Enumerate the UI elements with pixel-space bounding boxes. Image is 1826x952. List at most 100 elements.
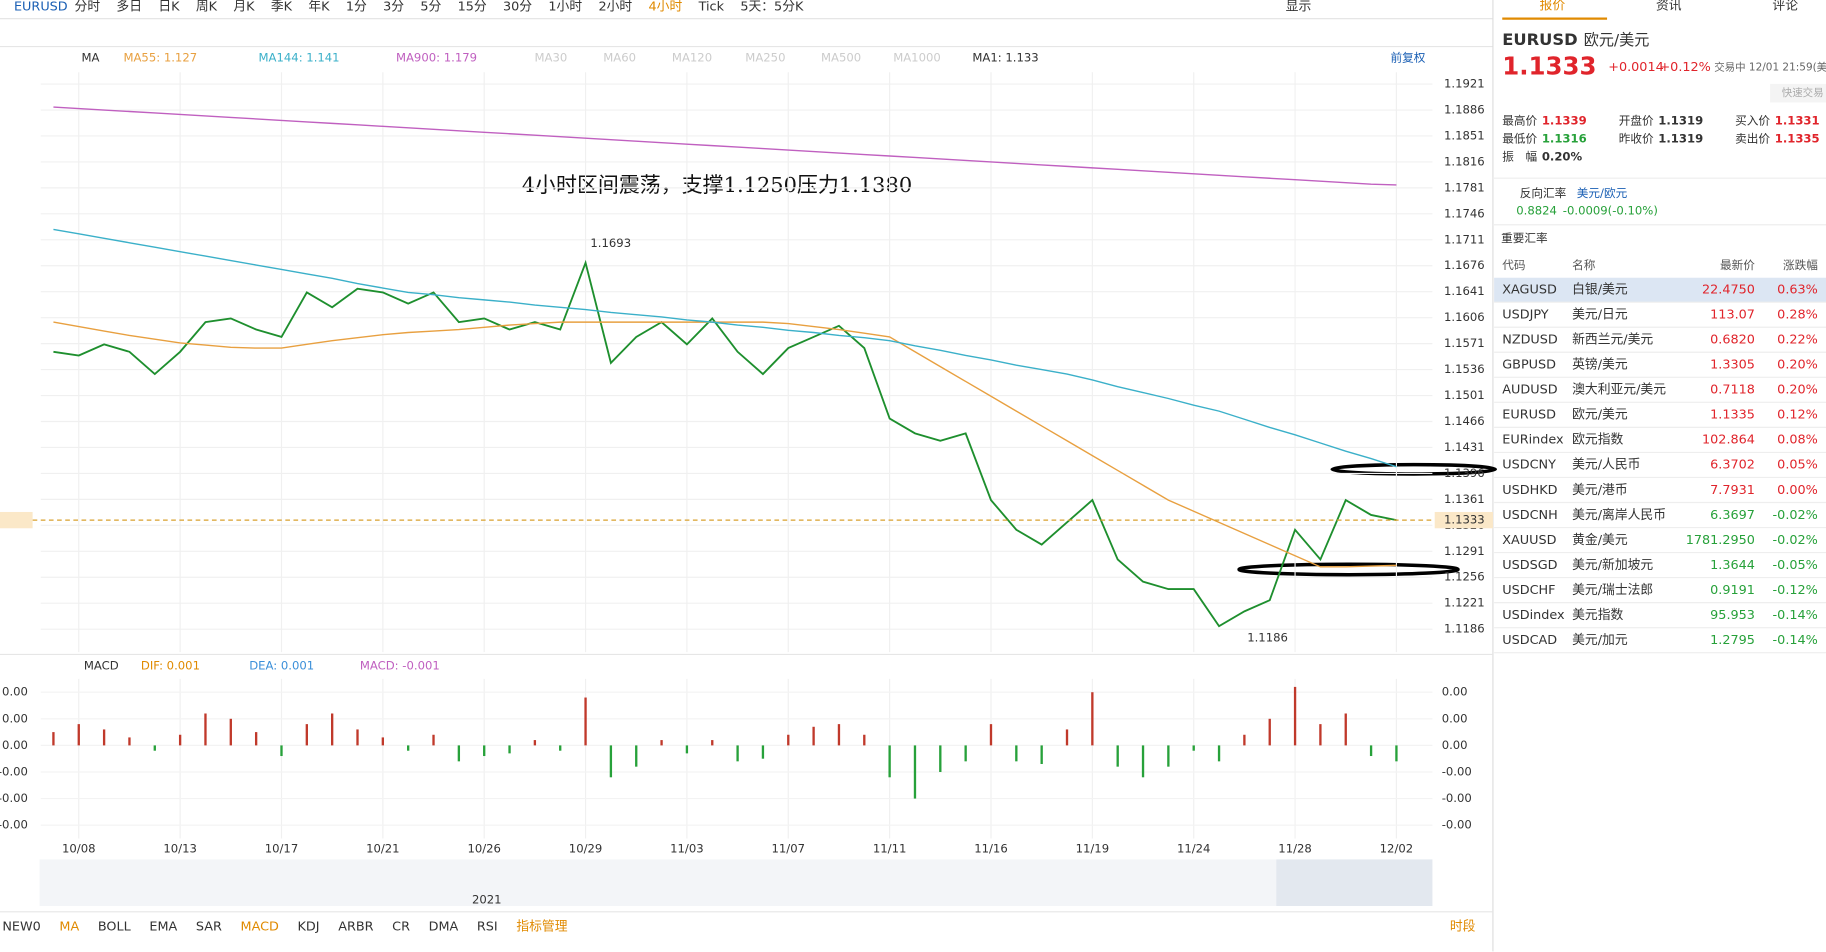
legend-inactive[interactable]: MA500 [821,51,861,65]
legend-entry[interactable]: MA900: 1.179 [396,51,477,65]
stat-label: 卖出价 [1735,132,1770,146]
legend-entry[interactable]: MA144: 1.141 [259,51,340,65]
symbol[interactable]: EURUSD [14,0,68,14]
y-tick-label: 1.1536 [1444,362,1485,376]
macd-bar [381,737,385,746]
indicator-tab[interactable]: CR [392,919,410,934]
period-tab[interactable]: 5分 [420,0,441,14]
legend-entry[interactable]: MA55: 1.127 [123,51,197,65]
y-tick-label: 1.1571 [1444,336,1485,350]
y-tick-label: 1.1361 [1444,492,1485,506]
table-cell[interactable]: USDCAD [1502,633,1557,648]
indicator-tab[interactable]: MA [59,919,79,934]
macd-bar [1344,713,1347,746]
period-tab[interactable]: 月K [233,0,255,14]
panel-tab[interactable]: 报价 [1540,0,1566,13]
y-tick-label: 1.1256 [1444,570,1485,584]
macd-bar [128,737,131,746]
period-tab[interactable]: 分时 [75,0,101,14]
y-tick-label: 0.00 [2,738,28,752]
x-tick-label: 11/03 [670,841,704,855]
table-cell: 1.3644 [1710,558,1755,573]
table-cell[interactable]: USDSGD [1502,558,1557,573]
navigator-window[interactable] [1276,859,1433,907]
macd-bar [609,745,613,778]
indicator-tab[interactable]: DMA [429,919,459,934]
table-cell[interactable]: USDindex [1502,608,1565,623]
table-cell: 113.07 [1710,308,1755,323]
legend-entry[interactable]: MA1: 1.133 [972,51,1038,65]
period-tab[interactable]: 30分 [503,0,532,14]
table-cell: 0.28% [1777,308,1818,323]
indicator-tab[interactable]: EMA [149,919,177,934]
x-tick-label: 11/19 [1076,841,1110,855]
drawn-ellipse [1237,562,1460,577]
table-cell: 欧元/美元 [1572,408,1628,423]
indicator-tab[interactable]: 指标管理 [516,919,567,934]
stat-label: 最低价 [1502,132,1537,146]
x-tick-label: 11/11 [873,841,907,855]
macd-bar [1065,729,1069,746]
table-cell[interactable]: NZDUSD [1502,333,1558,348]
table-cell[interactable]: USDCHF [1502,583,1555,598]
macd-bar [483,745,486,757]
restore-button[interactable]: 前复权 [1391,51,1426,65]
table-cell[interactable]: XAUUSD [1502,533,1556,548]
period-tab[interactable]: 2小时 [598,0,632,14]
display-menu[interactable]: 显示 [1286,0,1312,14]
navigator[interactable] [39,859,1433,907]
legend-inactive[interactable]: MA250 [745,51,785,65]
legend-inactive[interactable]: MA1000 [893,51,941,65]
period-tab[interactable]: 多日 [116,0,142,14]
indicator-tab[interactable]: NEW0 [2,919,40,934]
indicator-tab[interactable]: MACD [241,919,280,934]
indicator-tab[interactable]: BOLL [98,919,132,934]
period-tab[interactable]: 3分 [383,0,404,14]
table-cell[interactable]: AUDUSD [1502,383,1557,398]
stat-value: 1.1331 [1775,114,1820,128]
macd-bar [1015,745,1018,762]
period-tab[interactable]: 日K [158,0,180,14]
macd-bar [254,732,258,746]
x-tick-label: 10/21 [366,841,400,855]
macd-bar [837,724,841,746]
table-cell[interactable]: EURindex [1502,433,1564,448]
period-tab[interactable]: 4小时 [649,0,683,14]
period-tab[interactable]: 5天：5分K [740,0,804,14]
table-cell[interactable]: USDJPY [1502,308,1549,323]
x-tick-label: 11/07 [772,841,806,855]
y-tick-label: 1.1886 [1444,103,1485,117]
indicator-tab[interactable]: KDJ [298,919,320,934]
table-cell: 102.864 [1702,433,1755,448]
legend-inactive[interactable]: MA60 [603,51,636,65]
period-tab[interactable]: 15分 [458,0,487,14]
macd-bar [102,729,106,746]
period-tab[interactable]: 周K [196,0,218,14]
table-cell[interactable]: GBPUSD [1502,358,1556,373]
panel-tab[interactable]: 评论 [1772,0,1798,13]
indicator-tab[interactable]: ARBR [338,919,373,934]
panel-tab[interactable]: 资讯 [1656,0,1682,13]
period-tab[interactable]: 1分 [346,0,367,14]
table-cell: 美元/离岸人民币 [1572,507,1666,523]
table-cell[interactable]: USDCNH [1502,508,1557,523]
indicator-tab[interactable]: SAR [196,919,222,934]
period-tab[interactable]: 年K [308,0,330,14]
table-cell[interactable]: USDHKD [1502,483,1557,498]
legend-inactive[interactable]: MA120 [672,51,712,65]
table-cell[interactable]: EURUSD [1502,408,1556,423]
table-cell[interactable]: USDCNY [1502,458,1556,473]
low-label: 1.1186 [1247,631,1288,645]
period-tab[interactable]: 1小时 [548,0,582,14]
last-price-tag [1434,511,1493,529]
session-button[interactable]: 时段 [1450,919,1476,934]
stat-label: 买入价 [1735,114,1770,128]
period-tab[interactable]: 季K [271,0,293,14]
period-tab[interactable]: Tick [698,0,725,14]
stat-label: 最高价 [1502,114,1537,128]
legend-inactive[interactable]: MA30 [535,51,568,65]
indicator-tab[interactable]: RSI [477,919,498,934]
search-box[interactable] [1770,83,1826,103]
table-cell: 0.20% [1777,358,1818,373]
table-cell[interactable]: XAGUSD [1502,282,1557,297]
